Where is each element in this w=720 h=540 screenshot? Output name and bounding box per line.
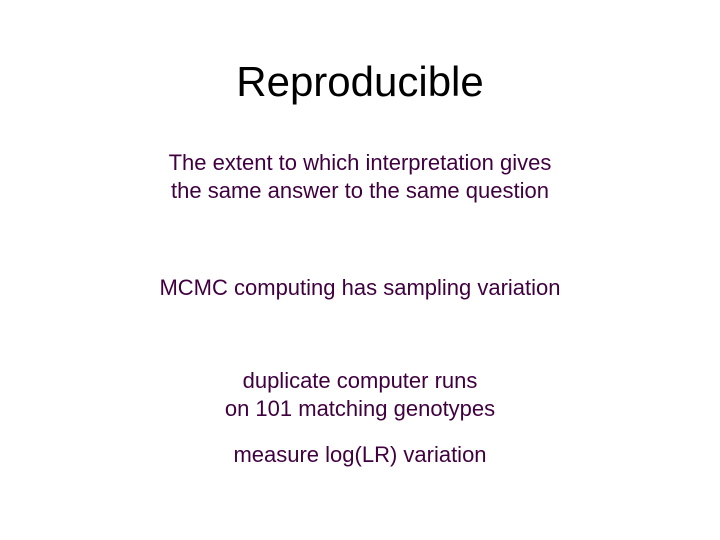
- body-line-1: MCMC computing has sampling variation: [0, 275, 720, 301]
- subtitle-line-2: the same answer to the same question: [0, 177, 720, 205]
- body2-line-1: duplicate computer runs: [0, 367, 720, 395]
- body-block-2: duplicate computer runs on 101 matching …: [0, 367, 720, 422]
- body-line-3: measure log(LR) variation: [0, 442, 720, 468]
- body2-line-2: on 101 matching genotypes: [0, 395, 720, 423]
- slide-title: Reproducible: [0, 58, 720, 106]
- subtitle-line-1: The extent to which interpretation gives: [0, 149, 720, 177]
- subtitle-block: The extent to which interpretation gives…: [0, 149, 720, 204]
